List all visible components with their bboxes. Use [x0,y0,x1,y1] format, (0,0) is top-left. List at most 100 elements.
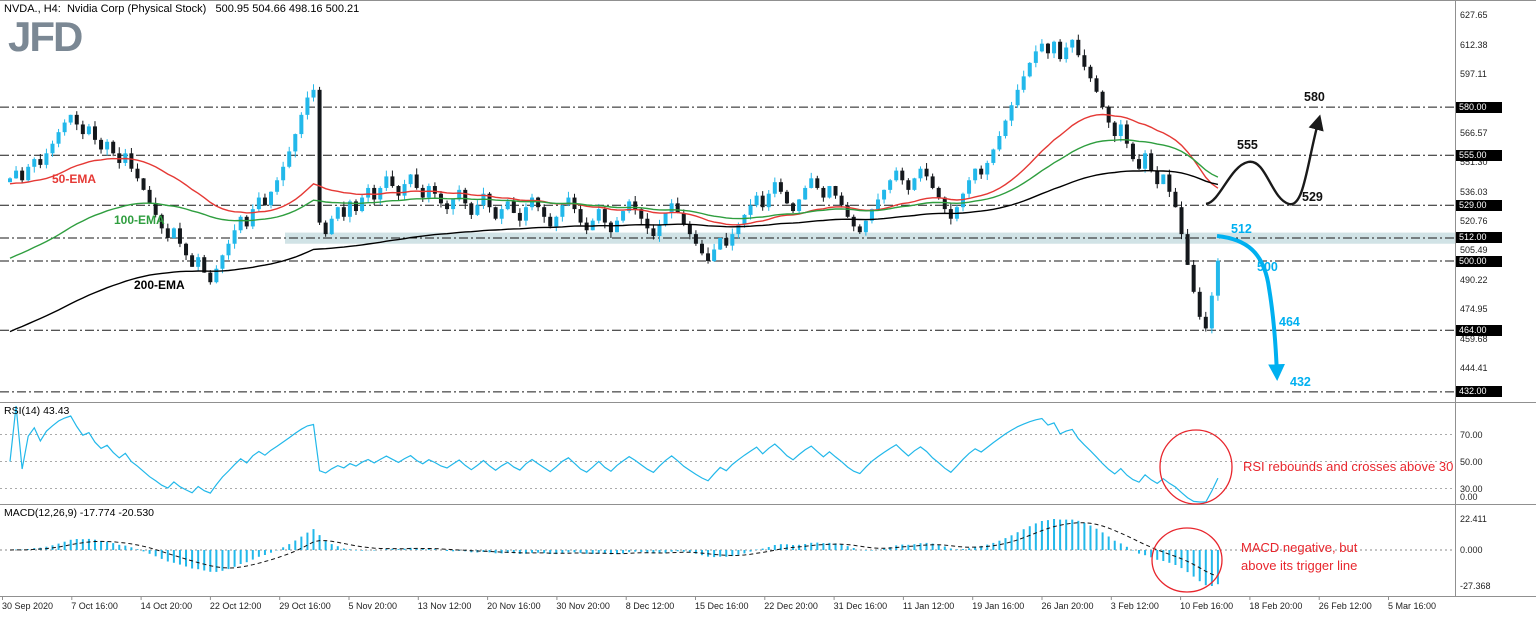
candle-body [979,168,984,175]
candle-body [62,122,67,133]
price-axis-label: 551.30 [1460,157,1488,168]
projection-label-580[interactable]: 580 [1304,90,1325,104]
candle-body [760,195,765,208]
candle-body [505,201,510,210]
macd-annotation-line2: above its trigger line [1241,558,1358,573]
candle-body [196,257,201,267]
time-label: 20 Nov 16:00 [487,601,541,611]
candle-body [1209,295,1214,329]
candle-body [681,212,686,225]
price-axis-label: 520.76 [1460,216,1488,227]
macd-histogram [15,519,1219,586]
price-axis[interactable]: 627.65 612.38 597.11 566.57 551.30 536.03 520.… [1456,0,1536,598]
rsi-axis-label: 70.00 [1460,429,1483,440]
candle-body [1064,47,1069,60]
candle-body [718,237,723,250]
projection-up-arrow[interactable] [1205,114,1324,206]
candle-body [487,193,492,208]
candle-body [523,207,528,221]
candle-body [147,189,152,204]
candle-body [566,197,571,206]
candle-body [1070,39,1075,48]
time-label: 31 Dec 16:00 [833,601,888,611]
macd-annotation-line1: MACD negative, but [1241,540,1358,555]
candle-body [226,243,231,256]
ema-line-50-EMA [9,113,1219,226]
candle-body [766,193,771,208]
price-axis-label: 627.65 [1460,10,1488,21]
time-label: 19 Jan 16:00 [972,601,1025,611]
price-axis-label: 490.22 [1460,274,1488,285]
candle-body [80,124,85,135]
candle-body [1118,124,1123,137]
target-label-464[interactable]: 464 [1279,315,1300,329]
rsi-highlight-circle[interactable] [1159,429,1233,505]
candle-body [360,197,365,212]
price-level-tag: 464.00 [1456,324,1502,336]
candle-body [232,230,237,244]
time-axis[interactable]: 30 Sep 2020 7 Oct 16:00 14 Oct 20:00 22 Oct… [0,598,1536,620]
symbol-info: NVDA., H4: Nvidia Corp (Physical Stock) … [4,3,360,15]
candle-body [135,168,140,179]
target-label-500[interactable]: 500 [1257,260,1278,274]
time-label: 22 Dec 20:00 [764,601,818,611]
candle-body [469,203,474,215]
price-axis-label: 597.11 [1460,69,1487,80]
macd-axis-label: -27.368 [1460,581,1491,591]
candle-body [499,209,504,219]
candle-body [184,243,189,256]
rsi-axis-label: 30.00 [1460,483,1483,494]
candle-body [803,187,808,200]
candle-body [869,209,874,221]
candle-body [269,191,274,206]
candle-body [74,114,79,125]
rsi-annotation: RSI rebounds and crosses above 30 [1243,459,1454,474]
candle-body [863,220,868,233]
candle-body [627,201,632,212]
candle-body [669,203,674,213]
target-label-432[interactable]: 432 [1290,375,1311,389]
candle-body [141,178,146,190]
price-axis-label: 505.49 [1460,245,1488,256]
price-level-tag: 529.00 [1456,199,1502,211]
price-axis-label: 474.95 [1460,304,1488,315]
candle-body [86,126,91,135]
candle-body [1021,76,1026,90]
candle-body [772,182,777,194]
candle-body [153,203,158,215]
macd-highlight-circle[interactable] [1151,527,1223,593]
projection-label-555[interactable]: 555 [1237,138,1258,152]
projection-label-529[interactable]: 529 [1302,190,1323,204]
candle-body [918,168,923,179]
candle-body [1124,124,1129,144]
candle-body [208,272,213,283]
candle-body [305,97,310,115]
time-label: 10 Feb 16:00 [1180,601,1234,611]
price-level-tag: 555.00 [1456,149,1502,161]
candle-body [1215,260,1220,296]
candle-body [105,141,110,150]
candle-body [475,205,480,215]
target-label-512[interactable]: 512 [1231,222,1252,236]
time-label: 30 Nov 20:00 [556,601,610,611]
candle-body [1179,207,1184,235]
price-level-tag: 580.00 [1456,101,1502,113]
candle-body [1143,153,1148,169]
candle-body [554,216,559,227]
candle-body [791,203,796,212]
price-axis-label: 612.38 [1460,39,1488,50]
candle-body [754,195,759,206]
candle-body [8,178,12,183]
candle-body [936,187,941,198]
ema50-label: 50-EMA [52,172,97,186]
price-axis-label: 459.68 [1460,333,1488,344]
candle-body [991,149,996,163]
candle-body [997,136,1002,150]
candle-body [1045,43,1050,54]
macd-indicator-title: MACD(12,26,9) -17.774 -20.530 [4,507,154,519]
candle-body [214,268,219,283]
candle-body [615,220,619,233]
candle-body [675,203,680,213]
projection-down-arrow[interactable] [1216,234,1285,382]
